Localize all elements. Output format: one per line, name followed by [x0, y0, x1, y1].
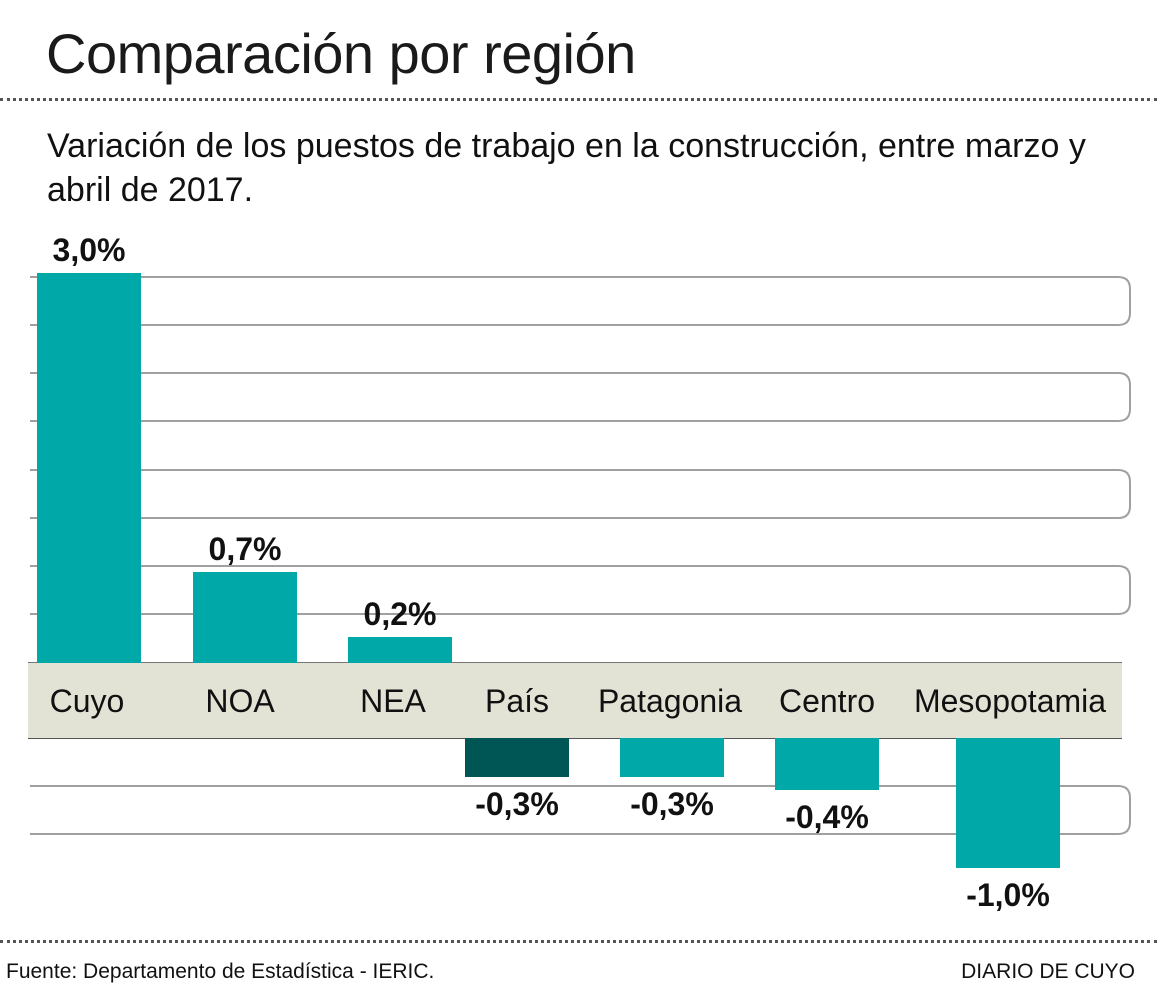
- category-labels: Cuyo NOA NEA País Patagonia Centro Mesopotamia: [50, 683, 1107, 719]
- bar-país: [465, 738, 569, 777]
- bar-centro: [775, 738, 879, 790]
- category-label: NOA: [205, 683, 275, 719]
- category-label: Mesopotamia: [914, 683, 1106, 719]
- value-label: 0,2%: [364, 596, 437, 632]
- bar-patagonia: [620, 738, 724, 777]
- value-label: -0,3%: [630, 786, 714, 822]
- category-label: Cuyo: [50, 683, 125, 719]
- value-label: -0,4%: [785, 799, 869, 835]
- category-label: NEA: [360, 683, 426, 719]
- gridline: [30, 565, 1131, 615]
- title-divider: [0, 98, 1157, 101]
- gridline: [30, 785, 1131, 835]
- category-label-band: [28, 663, 1122, 738]
- category-label: Patagonia: [598, 683, 742, 719]
- brand-label: DIARIO DE CUYO: [961, 960, 1135, 983]
- chart-title: Comparación por región: [46, 22, 636, 85]
- category-label: Centro: [779, 683, 875, 719]
- bars: [37, 273, 1060, 868]
- value-label: 0,7%: [209, 531, 282, 567]
- bar-mesopotamia: [956, 738, 1060, 868]
- source-note: Fuente: Departamento de Estadística - IE…: [6, 960, 435, 983]
- gridline: [30, 372, 1131, 422]
- gridline: [30, 276, 1131, 326]
- footer-divider: [0, 940, 1157, 943]
- bar-cuyo: [37, 273, 141, 663]
- chart-subtitle: Variación de los puestos de trabajo en l…: [47, 127, 1086, 209]
- value-labels: 3,0% 0,7% 0,2% -0,3% -0,3% -0,4% -1,0%: [53, 232, 1050, 913]
- gridline: [30, 469, 1131, 519]
- value-label: -0,3%: [475, 786, 559, 822]
- category-label: País: [485, 683, 549, 719]
- bar-nea: [348, 637, 452, 663]
- value-label: 3,0%: [53, 232, 126, 268]
- bar-noa: [193, 572, 297, 663]
- value-label: -1,0%: [966, 877, 1050, 913]
- gridlines: [28, 276, 1131, 835]
